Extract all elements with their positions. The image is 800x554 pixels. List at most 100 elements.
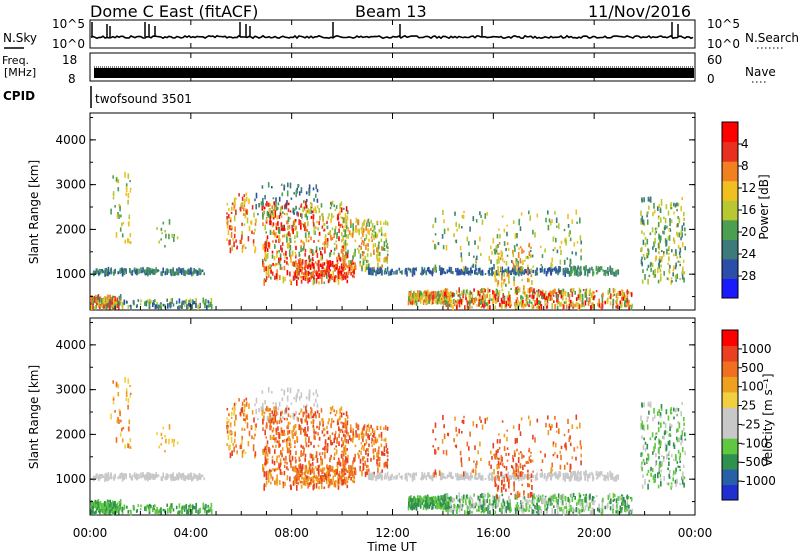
power-cell bbox=[679, 255, 681, 258]
power-cell bbox=[414, 297, 417, 300]
power-cell bbox=[492, 237, 495, 244]
power-cell bbox=[252, 243, 255, 247]
power-cell bbox=[587, 301, 590, 306]
power-cell bbox=[396, 269, 398, 275]
velocity-cell bbox=[383, 477, 386, 480]
power-cell bbox=[344, 225, 346, 228]
velocity-cell bbox=[341, 474, 344, 478]
velocity-cell bbox=[304, 471, 306, 475]
power-cell bbox=[443, 288, 446, 292]
velocity-cell bbox=[553, 472, 555, 476]
power-cell bbox=[474, 240, 476, 245]
power-cell bbox=[576, 221, 578, 224]
power-cell bbox=[414, 299, 417, 303]
power-cell bbox=[336, 264, 338, 270]
velocity-cell bbox=[341, 437, 343, 442]
power-cell bbox=[495, 278, 498, 282]
velocity-cell bbox=[368, 473, 371, 479]
power-cell bbox=[529, 215, 531, 221]
power-cell bbox=[418, 295, 421, 301]
power-cell bbox=[546, 304, 549, 309]
power-cell bbox=[500, 281, 503, 288]
power-cell bbox=[428, 299, 431, 304]
power-cell bbox=[127, 193, 130, 199]
power-cell bbox=[500, 250, 503, 256]
power-cell bbox=[470, 291, 473, 295]
power-cell bbox=[460, 298, 463, 305]
power-cell bbox=[170, 269, 172, 276]
velocity-cell bbox=[422, 474, 424, 480]
power-cell bbox=[281, 247, 283, 253]
velocity-cell bbox=[94, 499, 97, 504]
velocity-cell bbox=[347, 454, 349, 459]
power-cell bbox=[590, 305, 592, 310]
power-cell bbox=[534, 232, 536, 238]
velocity-cell bbox=[152, 475, 154, 480]
power-cell bbox=[312, 222, 315, 227]
velocity-cell bbox=[411, 473, 414, 479]
power-cell bbox=[109, 298, 111, 302]
velocity-cell bbox=[344, 434, 346, 440]
power-cell bbox=[264, 251, 267, 258]
power-cell bbox=[522, 259, 524, 265]
power-cell bbox=[365, 225, 367, 231]
colorbar-tick-label: 12 bbox=[741, 181, 756, 195]
nave-tick-bottom: 0 bbox=[707, 72, 715, 86]
velocity-cell bbox=[414, 473, 417, 476]
power-cell bbox=[140, 299, 142, 303]
velocity-cell bbox=[162, 508, 165, 512]
power-cell bbox=[560, 249, 562, 256]
power-cell bbox=[118, 203, 121, 207]
power-cell bbox=[294, 272, 296, 277]
power-cell bbox=[299, 269, 302, 273]
power-cell bbox=[492, 290, 494, 295]
power-cell bbox=[441, 301, 443, 304]
power-cell bbox=[511, 267, 514, 271]
power-cell bbox=[342, 274, 345, 280]
velocity-cell bbox=[110, 510, 112, 514]
power-cell bbox=[338, 265, 341, 271]
power-cell bbox=[679, 278, 681, 281]
power-cell bbox=[674, 203, 677, 208]
power-cell bbox=[422, 269, 424, 275]
power-cell bbox=[658, 233, 660, 240]
velocity-cell bbox=[327, 421, 329, 425]
power-cell bbox=[480, 305, 483, 309]
power-cell bbox=[178, 298, 181, 304]
power-cell bbox=[192, 271, 194, 276]
velocity-cell bbox=[340, 421, 342, 424]
power-cell bbox=[672, 237, 675, 242]
power-cell bbox=[515, 261, 517, 265]
velocity-cell bbox=[465, 474, 467, 479]
velocity-cell bbox=[288, 454, 291, 460]
power-cell bbox=[663, 226, 666, 231]
velocity-cell bbox=[457, 472, 459, 479]
velocity-cell bbox=[263, 448, 266, 453]
power-cell bbox=[530, 246, 532, 249]
velocity-cell bbox=[255, 397, 258, 404]
velocity-cell bbox=[279, 458, 282, 463]
velocity-cell bbox=[315, 455, 317, 458]
power-cell bbox=[373, 235, 375, 241]
power-cell bbox=[572, 287, 575, 293]
velocity-cell bbox=[343, 440, 345, 443]
power-cell bbox=[333, 267, 336, 272]
power-cell bbox=[329, 274, 332, 278]
power-cell bbox=[271, 254, 274, 259]
velocity-cell bbox=[361, 445, 364, 448]
velocity-cell bbox=[145, 505, 148, 512]
power-cell bbox=[280, 245, 282, 251]
power-cell bbox=[586, 271, 589, 277]
power-cell bbox=[648, 199, 651, 202]
power-cell bbox=[545, 271, 548, 276]
power-cell bbox=[655, 231, 657, 234]
velocity-cell bbox=[459, 476, 462, 481]
power-cell bbox=[662, 251, 665, 257]
power-cell bbox=[546, 268, 549, 274]
power-cell bbox=[115, 177, 118, 182]
power-cell bbox=[343, 275, 346, 279]
velocity-cell bbox=[466, 472, 469, 477]
velocity-cell bbox=[366, 458, 369, 463]
power-cell bbox=[411, 268, 414, 274]
power-cell bbox=[488, 299, 491, 304]
